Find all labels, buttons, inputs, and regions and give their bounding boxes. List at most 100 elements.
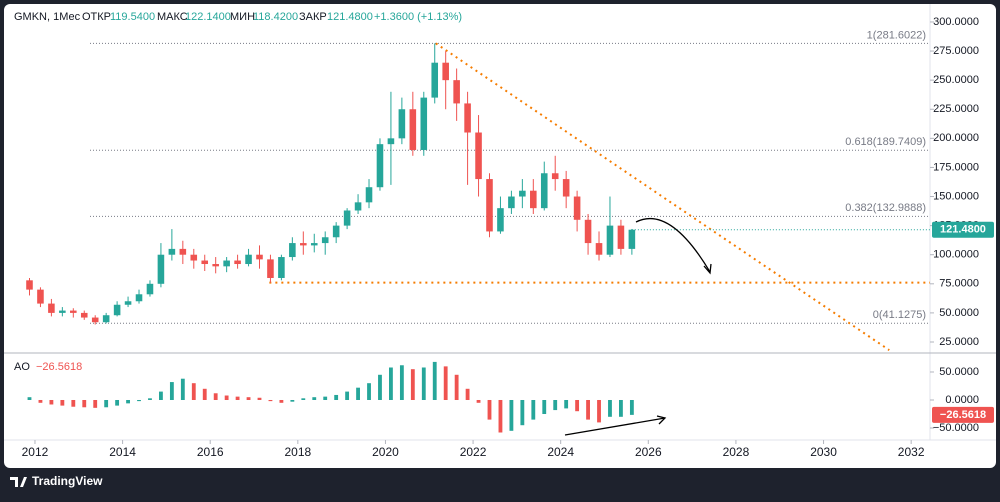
ao-bar	[301, 398, 306, 400]
candle-body	[376, 144, 384, 188]
candle-body	[464, 103, 471, 133]
y-tick-label: 250.0000	[933, 74, 979, 86]
candle-body	[256, 254, 263, 260]
forecast-arrow	[635, 217, 711, 273]
candle-body	[453, 80, 460, 104]
ao-bar	[268, 399, 273, 402]
candle-body	[321, 237, 329, 244]
candle-body	[606, 225, 614, 255]
ao-value: −26.5618	[36, 361, 82, 373]
candle-body	[365, 187, 373, 203]
ao-bar	[389, 367, 393, 400]
candle-body	[59, 310, 66, 313]
x-tick-label: 2024	[547, 445, 574, 459]
candle-body	[300, 243, 307, 246]
open-value: 119.5400	[110, 11, 155, 23]
candle-body	[409, 109, 417, 150]
ao-bar	[82, 399, 87, 408]
candle-body	[102, 315, 110, 323]
ao-bar	[49, 399, 54, 405]
ao-bar	[93, 399, 98, 408]
close-label: ЗАКР	[299, 11, 327, 23]
candle-body	[442, 62, 449, 81]
x-tick-label: 2012	[22, 445, 49, 459]
x-tick-label: 2014	[109, 445, 136, 459]
candle-body	[562, 179, 570, 197]
candle-body	[267, 259, 274, 278]
ao-bar	[224, 395, 229, 400]
y-tick-label: 200.0000	[933, 132, 979, 144]
x-tick-label: 2020	[372, 445, 399, 459]
ao-bar	[378, 374, 382, 400]
ao-bar	[180, 378, 185, 400]
x-tick-label: 2026	[635, 445, 662, 459]
ao-bar	[257, 397, 262, 400]
y-tick-label: 300.0000	[933, 16, 979, 28]
x-tick-label: 2032	[898, 445, 925, 459]
ao-bar	[619, 399, 623, 417]
ao-bar	[27, 397, 32, 400]
candle-body	[70, 310, 77, 313]
ao-tag	[932, 406, 994, 423]
x-tick-label: 2018	[284, 445, 311, 459]
y-tick-label: 50.0000	[939, 366, 979, 378]
candle-body	[212, 264, 219, 267]
fib-label: 0.382(132.9888)	[845, 202, 926, 214]
ao-bar	[597, 399, 601, 423]
ao-bar	[608, 399, 612, 417]
candle-body	[431, 62, 439, 98]
candle-body	[289, 243, 296, 258]
ao-bar	[104, 399, 109, 408]
ao-bar	[443, 366, 448, 400]
candle-body	[245, 254, 252, 265]
ao-bar	[126, 399, 130, 404]
ao-bar	[367, 383, 371, 400]
x-tick-label: 2016	[197, 445, 224, 459]
ao-bar	[531, 399, 536, 420]
y-tick-label: 150.0000	[933, 190, 979, 202]
candle-body	[48, 303, 55, 313]
ao-bar	[235, 396, 240, 400]
x-tick-label: 2022	[460, 445, 487, 459]
candle-body	[157, 254, 165, 284]
ao-bar	[465, 388, 470, 400]
ao-bar	[191, 383, 196, 400]
y-tick-label: 50.0000	[939, 307, 979, 319]
ao-bar	[38, 399, 43, 403]
ao-bar	[476, 399, 481, 403]
ao-bar	[334, 394, 339, 400]
candle-body	[530, 190, 537, 209]
candle-body	[146, 283, 154, 295]
candle-body	[628, 229, 636, 249]
candle-body	[310, 243, 318, 246]
candle-body	[508, 196, 515, 209]
ao-bar	[542, 399, 547, 415]
ao-bar	[279, 399, 284, 403]
ao-bar	[213, 393, 218, 400]
change: +1.3600 (+1.13%)	[374, 11, 462, 23]
ao-bar	[137, 399, 141, 402]
candle-body	[354, 202, 362, 211]
x-tick-label: 2030	[810, 445, 837, 459]
candle-body	[332, 225, 340, 238]
y-tick-label: 25.0000	[939, 336, 979, 348]
candle-body	[26, 280, 33, 290]
candle-body	[201, 260, 209, 265]
y-tick-label: 100.0000	[933, 249, 979, 261]
ao-title: AO	[14, 361, 30, 373]
candle-body	[124, 301, 132, 305]
candle-body	[595, 243, 603, 255]
candle-body	[573, 196, 581, 220]
y-tick-label: 225.0000	[933, 103, 979, 115]
ao-bar	[356, 387, 360, 400]
ao-tag-label: −26.5618	[940, 409, 986, 421]
candle-body	[113, 304, 121, 316]
fib-label: 1(281.6022)	[867, 29, 926, 41]
candle-body	[343, 210, 351, 226]
candle-body	[497, 208, 504, 232]
trendline	[435, 42, 890, 351]
ao-bar	[148, 398, 152, 400]
ao-bar	[202, 388, 207, 400]
candle-body	[475, 132, 482, 180]
